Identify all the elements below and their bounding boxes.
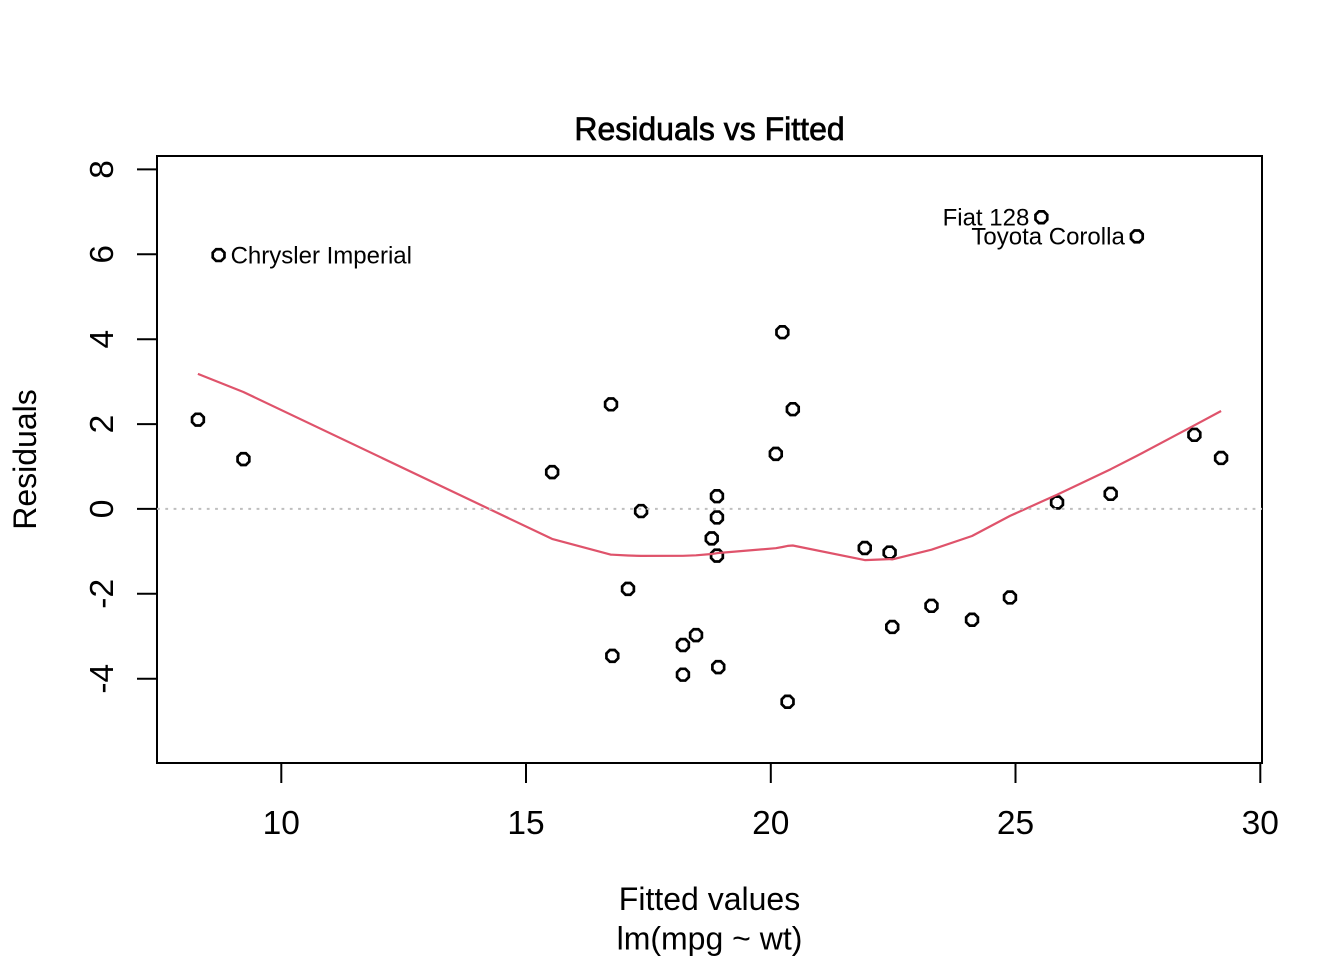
svg-text:8: 8 [84, 160, 121, 179]
svg-text:20: 20 [752, 805, 789, 842]
svg-text:Residuals: Residuals [7, 389, 43, 530]
svg-text:15: 15 [507, 805, 544, 842]
svg-text:Fitted values: Fitted values [619, 881, 800, 917]
svg-text:lm(mpg ~ wt): lm(mpg ~ wt) [617, 921, 803, 957]
svg-text:30: 30 [1242, 805, 1279, 842]
svg-text:10: 10 [263, 805, 300, 842]
svg-text:Fiat 128: Fiat 128 [943, 204, 1030, 231]
svg-text:Chrysler Imperial: Chrysler Imperial [231, 242, 412, 269]
svg-text:Residuals vs Fitted: Residuals vs Fitted [574, 111, 844, 147]
svg-text:6: 6 [84, 245, 121, 264]
svg-text:-2: -2 [84, 579, 121, 609]
svg-text:Toyota Corolla: Toyota Corolla [971, 224, 1125, 251]
svg-text:0: 0 [84, 500, 121, 519]
svg-text:4: 4 [84, 330, 121, 349]
svg-text:-4: -4 [84, 664, 121, 694]
svg-text:2: 2 [84, 415, 121, 434]
svg-text:25: 25 [997, 805, 1034, 842]
